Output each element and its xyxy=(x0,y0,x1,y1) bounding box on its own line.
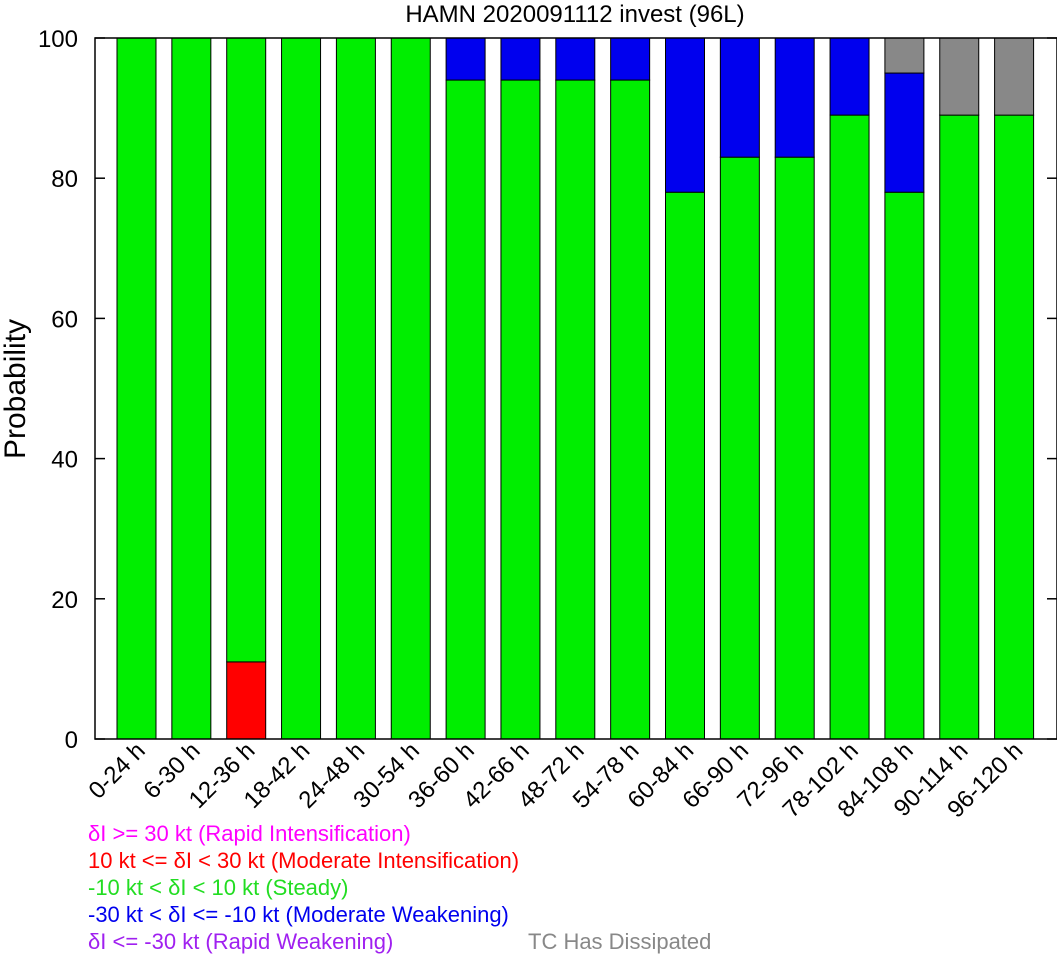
bar-segment-mw-11 xyxy=(719,37,760,158)
bar-segment-mw-12 xyxy=(774,37,815,158)
y-ticks-group: 0 20 40 60 80 100 xyxy=(38,26,1057,754)
bar-segment-mw-13 xyxy=(829,37,870,116)
legend-entry-mi: 10 kt <= δI < 30 kt (Moderate Intensific… xyxy=(88,848,520,873)
bar-segment-mw-10 xyxy=(665,37,705,193)
bar-segment-steady-4 xyxy=(335,37,376,740)
x-tick-labels-group: 0-24 h6-30 h12-36 h18-42 h24-48 h30-54 h… xyxy=(84,737,1029,823)
bar-segment-mw-6 xyxy=(445,37,486,81)
y-tick-label-20: 20 xyxy=(51,587,78,614)
bar-segment-dissipated-14 xyxy=(884,37,925,74)
chart-title: HAMN 2020091112 invest (96L) xyxy=(405,1,744,28)
bar-segment-steady-0 xyxy=(116,37,157,740)
bar-segment-steady-15 xyxy=(939,114,980,740)
bar-segment-steady-12 xyxy=(774,156,815,740)
bar-segment-steady-10 xyxy=(665,191,705,740)
bar-segment-mw-14 xyxy=(884,72,925,193)
bars-group xyxy=(116,37,1035,740)
y-tick-label-100: 100 xyxy=(38,26,78,53)
bar-segment-steady-13 xyxy=(829,114,870,740)
legend-entry-mw: -30 kt < δI <= -10 kt (Moderate Weakenin… xyxy=(88,902,509,927)
legend-entry-steady: -10 kt < δI < 10 kt (Steady) xyxy=(88,875,349,900)
bar-segment-dissipated-15 xyxy=(939,37,980,116)
bar-segment-mi-2 xyxy=(226,661,267,740)
bar-segment-steady-5 xyxy=(390,37,431,740)
legend-entry-dissipated: TC Has Dissipated xyxy=(528,929,712,954)
bar-segment-steady-11 xyxy=(719,156,760,740)
bar-segment-steady-16 xyxy=(994,114,1035,740)
y-tick-label-0: 0 xyxy=(65,727,78,754)
bar-segment-steady-14 xyxy=(884,191,925,740)
plot-frame xyxy=(94,37,1057,740)
legend-entry-ri: δI >= 30 kt (Rapid Intensification) xyxy=(88,821,411,846)
y-tick-label-80: 80 xyxy=(51,166,78,193)
bar-segment-steady-3 xyxy=(281,37,322,740)
y-tick-label-40: 40 xyxy=(51,447,78,474)
bar-segment-steady-9 xyxy=(610,79,651,740)
legend-entry-rw: δI <= -30 kt (Rapid Weakening) xyxy=(88,929,394,954)
y-axis-label: Probability xyxy=(0,319,32,459)
bar-segment-mw-7 xyxy=(500,37,541,81)
bar-segment-steady-1 xyxy=(171,37,212,740)
x-tick-label-0: 0-24 h xyxy=(84,737,151,804)
bar-segment-steady-8 xyxy=(555,79,596,740)
bar-segment-dissipated-16 xyxy=(994,37,1035,116)
bar-segment-steady-6 xyxy=(445,79,486,740)
bar-segment-steady-2 xyxy=(226,37,267,663)
bar-segment-mw-9 xyxy=(610,37,651,81)
bar-segment-mw-8 xyxy=(555,37,596,81)
bar-segment-steady-7 xyxy=(500,79,541,740)
y-tick-label-60: 60 xyxy=(51,306,78,333)
